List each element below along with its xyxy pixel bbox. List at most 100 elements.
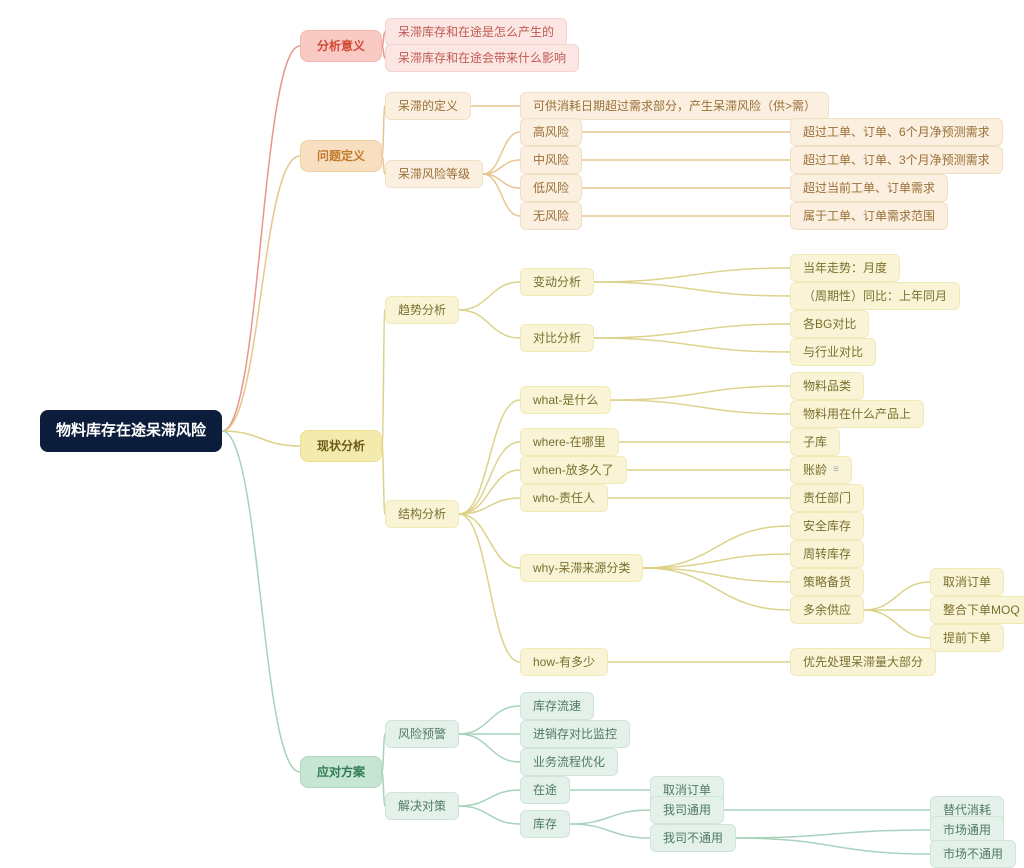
- node-b3b5a[interactable]: 安全库存: [790, 512, 864, 540]
- node-b1[interactable]: 分析意义: [300, 30, 382, 62]
- connector: [459, 514, 520, 568]
- node-b3a[interactable]: 趋势分析: [385, 296, 459, 324]
- connector: [459, 734, 520, 762]
- node-label: 优先处理呆滞量大部分: [803, 655, 923, 669]
- mindmap-stage: 物料库存在途呆滞风险 分析意义 呆滞库存和在途是怎么产生的呆滞库存和在途会带来什么影…: [0, 0, 1024, 857]
- node-b3b1a[interactable]: 物料品类: [790, 372, 864, 400]
- node-label: 当年走势：月度: [803, 261, 887, 275]
- node-label: 呆滞的定义: [398, 99, 458, 113]
- connector: [222, 431, 300, 772]
- connector: [594, 282, 790, 296]
- node-label: 物料库存在途呆滞风险: [56, 422, 206, 440]
- node-b4[interactable]: 应对方案: [300, 756, 382, 788]
- node-b3[interactable]: 现状分析: [300, 430, 382, 462]
- node-b3b4a[interactable]: 责任部门: [790, 484, 864, 512]
- node-b3a2[interactable]: 对比分析: [520, 324, 594, 352]
- node-b4a1[interactable]: 库存流速: [520, 692, 594, 720]
- node-b4b1[interactable]: 在途: [520, 776, 570, 804]
- node-b3b2a[interactable]: 子库: [790, 428, 840, 456]
- node-b2[interactable]: 问题定义: [300, 140, 382, 172]
- node-label: who-责任人: [533, 491, 595, 505]
- node-b3b5b[interactable]: 周转库存: [790, 540, 864, 568]
- node-b2b2[interactable]: 中风险: [520, 146, 582, 174]
- node-b1a[interactable]: 呆滞库存和在途是怎么产生的: [385, 18, 567, 46]
- node-b3b5[interactable]: why-呆滞来源分类: [520, 554, 643, 582]
- node-b2b4[interactable]: 无风险: [520, 202, 582, 230]
- node-b1b[interactable]: 呆滞库存和在途会带来什么影响: [385, 44, 579, 72]
- node-label: 现状分析: [317, 439, 365, 453]
- node-label: 库存: [533, 817, 557, 831]
- node-label: 提前下单: [943, 631, 991, 645]
- node-b2b1[interactable]: 高风险: [520, 118, 582, 146]
- node-b4b[interactable]: 解决对策: [385, 792, 459, 820]
- node-b2a[interactable]: 呆滞的定义: [385, 92, 471, 120]
- node-b3b4[interactable]: who-责任人: [520, 484, 608, 512]
- connector: [864, 582, 930, 610]
- connector: [222, 46, 300, 431]
- node-b4a2[interactable]: 进销存对比监控: [520, 720, 630, 748]
- node-b4b2b[interactable]: 我司不通用: [650, 824, 736, 852]
- node-b3b5d1[interactable]: 取消订单: [930, 568, 1004, 596]
- node-b4a[interactable]: 风险预警: [385, 720, 459, 748]
- node-b2b1a[interactable]: 超过工单、订单、6个月净预测需求: [790, 118, 1003, 146]
- connector: [382, 310, 385, 446]
- node-b3b6a[interactable]: 优先处理呆滞量大部分: [790, 648, 936, 676]
- node-b3a1a[interactable]: 当年走势：月度: [790, 254, 900, 282]
- node-label: 策略备货: [803, 575, 851, 589]
- node-b4b2a[interactable]: 我司通用: [650, 796, 724, 824]
- node-b2b4a[interactable]: 属于工单、订单需求范围: [790, 202, 948, 230]
- connector: [594, 268, 790, 282]
- node-b3b2[interactable]: where-在哪里: [520, 428, 619, 456]
- connector: [611, 400, 790, 414]
- node-b3a2b[interactable]: 与行业对比: [790, 338, 876, 366]
- node-b3b3[interactable]: when-放多久了: [520, 456, 627, 484]
- node-label: 分析意义: [317, 39, 365, 53]
- node-root[interactable]: 物料库存在途呆滞风险: [40, 410, 222, 452]
- node-b2b3[interactable]: 低风险: [520, 174, 582, 202]
- node-b4b2[interactable]: 库存: [520, 810, 570, 838]
- node-label: 库存流速: [533, 699, 581, 713]
- node-b3b1[interactable]: what-是什么: [520, 386, 611, 414]
- connector: [459, 514, 520, 662]
- node-b4a3[interactable]: 业务流程优化: [520, 748, 618, 776]
- node-b3b5d[interactable]: 多余供应: [790, 596, 864, 624]
- node-b3b5d3[interactable]: 提前下单: [930, 624, 1004, 652]
- node-b2b2a[interactable]: 超过工单、订单、3个月净预测需求: [790, 146, 1003, 174]
- node-b3b3a[interactable]: 账龄≡: [790, 456, 852, 484]
- node-label: 应对方案: [317, 765, 365, 779]
- node-b3b1b[interactable]: 物料用在什么产品上: [790, 400, 924, 428]
- connector: [222, 431, 300, 446]
- node-label: 市场通用: [943, 823, 991, 837]
- node-b3a2a[interactable]: 各BG对比: [790, 310, 869, 338]
- node-b3b5c[interactable]: 策略备货: [790, 568, 864, 596]
- node-label: 对比分析: [533, 331, 581, 345]
- connector: [459, 498, 520, 514]
- node-label: 市场不通用: [943, 847, 1003, 861]
- node-label: what-是什么: [533, 393, 598, 407]
- node-b2a1[interactable]: 可供消耗日期超过需求部分，产生呆滞风险（供>需）: [520, 92, 829, 120]
- node-label: 问题定义: [317, 149, 365, 163]
- node-label: 属于工单、订单需求范围: [803, 209, 935, 223]
- node-label: how-有多少: [533, 655, 595, 669]
- node-b2b3a[interactable]: 超过当前工单、订单需求: [790, 174, 948, 202]
- node-label: 周转库存: [803, 547, 851, 561]
- node-b3a1b[interactable]: （周期性）同比：上年同月: [790, 282, 960, 310]
- node-label: 变动分析: [533, 275, 581, 289]
- node-label: 多余供应: [803, 603, 851, 617]
- node-label: 呆滞风险等级: [398, 167, 470, 181]
- node-label: 进销存对比监控: [533, 727, 617, 741]
- node-label: 解决对策: [398, 799, 446, 813]
- node-label: （周期性）同比：上年同月: [803, 289, 947, 303]
- connector: [459, 442, 520, 514]
- node-b3b6[interactable]: how-有多少: [520, 648, 608, 676]
- node-label: 超过工单、订单、6个月净预测需求: [803, 125, 990, 139]
- node-b3a1[interactable]: 变动分析: [520, 268, 594, 296]
- node-b2b[interactable]: 呆滞风险等级: [385, 160, 483, 188]
- node-label: 账龄: [803, 463, 827, 477]
- node-b3b[interactable]: 结构分析: [385, 500, 459, 528]
- connector: [594, 338, 790, 352]
- node-b3b5d2[interactable]: 整合下单MOQ: [930, 596, 1024, 624]
- node-b4b2b2[interactable]: 市场不通用: [930, 840, 1016, 868]
- connector: [643, 526, 790, 568]
- node-label: 呆滞库存和在途是怎么产生的: [398, 25, 554, 39]
